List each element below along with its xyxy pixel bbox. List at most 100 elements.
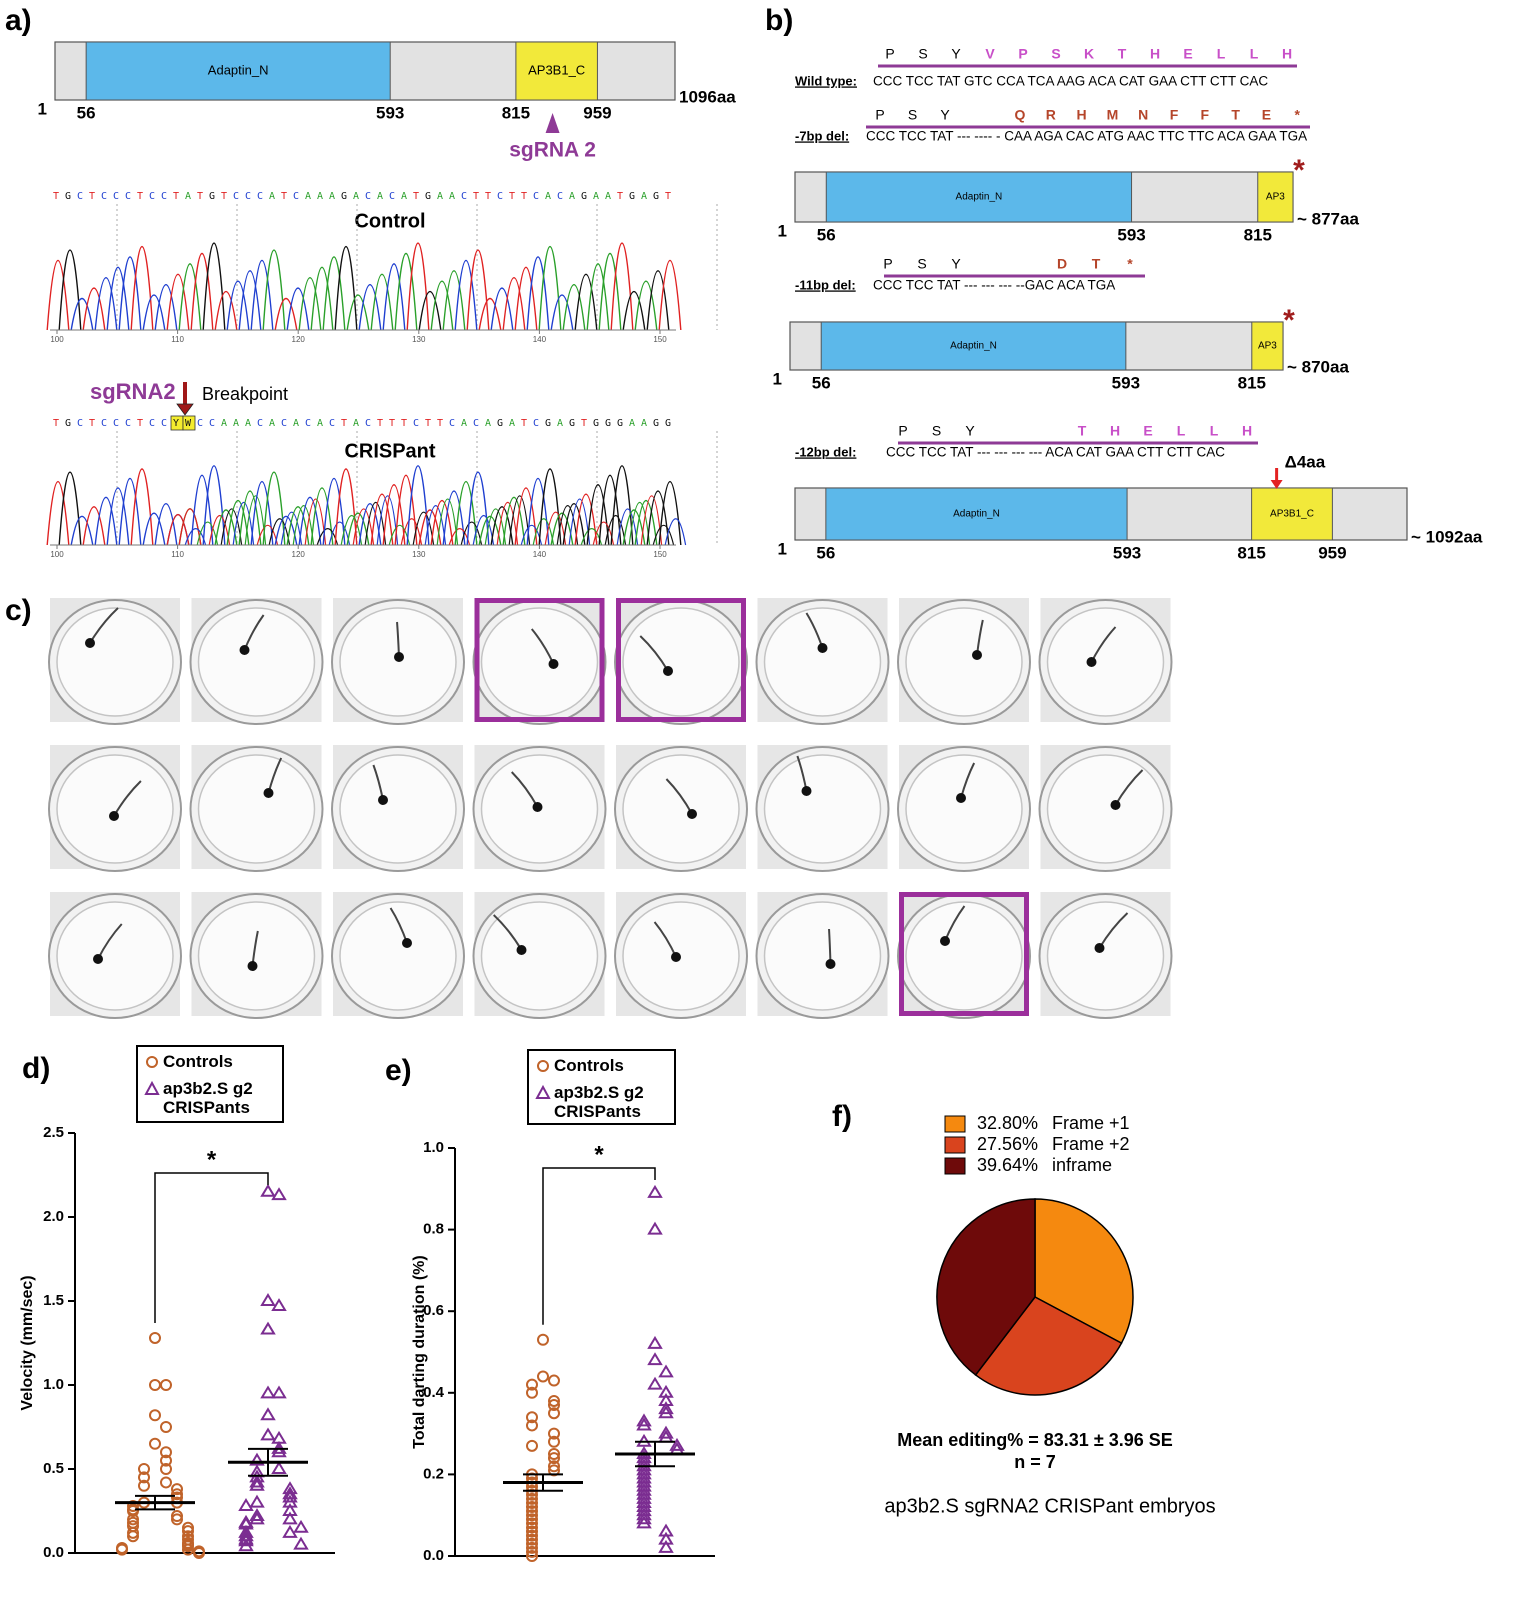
panel-label: c) xyxy=(5,594,32,627)
data-point xyxy=(171,1513,183,1526)
amino-acid: S xyxy=(908,107,917,123)
trace-peak xyxy=(526,256,550,331)
pie-slice xyxy=(974,1296,1123,1396)
data-point xyxy=(138,1463,150,1475)
length-label: 1096aa xyxy=(679,87,736,106)
trace-tick-label: 120 xyxy=(292,335,306,344)
trace-peak xyxy=(220,508,243,546)
larva-head xyxy=(516,945,527,955)
data-point xyxy=(526,1492,538,1505)
data-point xyxy=(160,1446,172,1459)
larva-head xyxy=(825,959,836,969)
data-point xyxy=(160,1379,172,1391)
larva-head xyxy=(1110,800,1121,810)
data-point xyxy=(647,1376,663,1390)
legend-box xyxy=(136,1045,284,1123)
trace-peak xyxy=(586,263,610,331)
y-tick-label: 0.4 xyxy=(423,1384,445,1401)
trace-peak xyxy=(292,505,315,546)
significance-bracket xyxy=(542,1167,656,1325)
trace-peak xyxy=(412,511,435,546)
larva-head xyxy=(239,645,250,655)
position-label: 815 xyxy=(1237,543,1265,562)
legend-value: 39.64% xyxy=(977,1155,1038,1175)
pie-slice xyxy=(1034,1198,1134,1345)
legend-label: ap3b2.S g2 CRISPants xyxy=(554,1083,644,1121)
trace-peak xyxy=(310,487,334,546)
trace-peak xyxy=(508,495,531,546)
well-inner xyxy=(197,754,316,864)
trace-peak xyxy=(436,498,459,546)
data-point xyxy=(260,1321,276,1335)
stop-mark: * xyxy=(1293,154,1305,187)
trace-peak xyxy=(664,518,687,546)
row-label: -11bp del: xyxy=(795,277,856,292)
data-point xyxy=(149,1409,161,1422)
larva-head xyxy=(532,802,543,812)
trace-peak xyxy=(208,514,231,546)
data-point xyxy=(149,1379,161,1391)
y-tick-label: 0.0 xyxy=(423,1547,444,1564)
trace-peak xyxy=(598,474,622,546)
data-point xyxy=(526,1537,538,1550)
data-point xyxy=(249,1474,265,1488)
data-point xyxy=(526,1541,538,1554)
trace-peak xyxy=(478,297,502,331)
trace-peak xyxy=(142,512,166,546)
data-point xyxy=(526,1513,538,1526)
data-point xyxy=(271,1298,287,1312)
trace-peak xyxy=(610,465,634,546)
trace-tick-label: 120 xyxy=(292,550,306,559)
data-point xyxy=(636,1515,652,1529)
legend-swatch xyxy=(944,1136,966,1154)
trace-peak xyxy=(526,477,550,546)
data-point xyxy=(249,1508,265,1522)
trace-peak xyxy=(346,294,370,331)
legend-marker xyxy=(537,1060,549,1072)
data-point xyxy=(647,1184,663,1198)
trace-peak xyxy=(238,490,262,546)
trace-peak xyxy=(58,249,82,331)
data-point xyxy=(526,1517,538,1530)
amino-acid: P xyxy=(885,46,894,62)
amino-acid: H xyxy=(1282,46,1292,62)
data-point xyxy=(526,1501,538,1514)
amino-acid: H xyxy=(1150,46,1160,62)
trace-tick-label: 130 xyxy=(412,335,426,344)
well-inner xyxy=(339,901,457,1011)
larva-head xyxy=(956,793,966,803)
amino-acid: P xyxy=(1018,46,1027,62)
amino-acid: L xyxy=(1210,423,1219,439)
trace-tick-label: 100 xyxy=(50,550,64,559)
larva-head xyxy=(972,650,982,660)
trace-peak xyxy=(574,273,598,331)
well-inner xyxy=(622,901,740,1011)
amino-acid: T xyxy=(1092,256,1101,272)
amino-acid: S xyxy=(932,423,941,439)
domain-label: Adaptin_N xyxy=(956,192,1003,203)
amino-acid: H xyxy=(1110,423,1120,439)
trace-peak xyxy=(298,496,322,546)
data-point xyxy=(182,1543,194,1556)
amino-acid: P xyxy=(875,107,884,123)
domain xyxy=(825,171,1133,223)
trace-peak xyxy=(46,259,70,331)
trace-peak xyxy=(370,273,394,331)
trace-peak xyxy=(634,499,658,546)
trace-peak xyxy=(322,477,346,546)
data-point xyxy=(548,1407,560,1420)
data-point xyxy=(636,1413,652,1427)
data-point xyxy=(526,1525,538,1538)
larva-head xyxy=(671,952,681,962)
data-point xyxy=(249,1477,265,1491)
well-inner xyxy=(905,754,1023,864)
position-label: 959 xyxy=(1318,543,1346,562)
legend-value: 32.80% xyxy=(977,1113,1038,1133)
well-inner xyxy=(197,901,316,1011)
data-point xyxy=(282,1511,298,1525)
trace-peak xyxy=(382,484,406,546)
larva-head xyxy=(263,788,274,798)
trace-peak xyxy=(304,498,327,546)
